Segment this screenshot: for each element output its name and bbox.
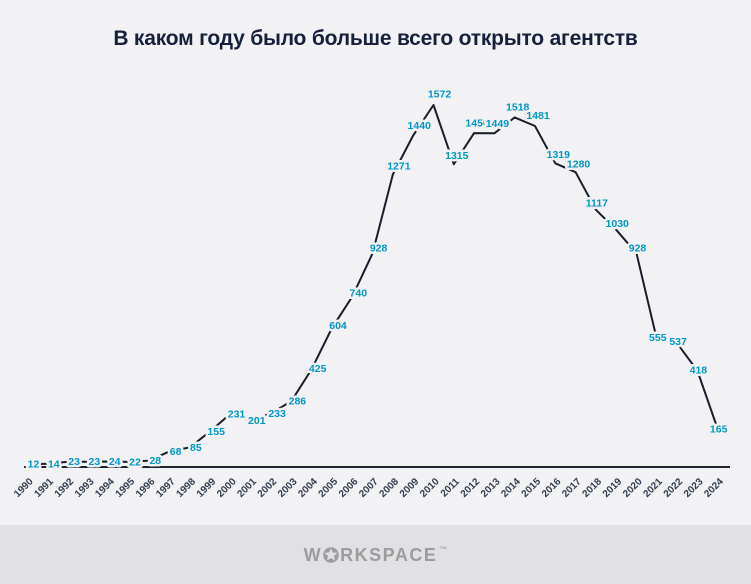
star-in-circle-icon [323,546,339,563]
year-label-2004: 2004 [296,476,320,500]
value-label-2011: 1315 [445,150,469,162]
year-label-2010: 2010 [418,476,442,500]
year-label-2008: 2008 [378,476,402,500]
series-line [27,104,719,466]
value-label-2013: 1449 [486,118,510,130]
value-label-1992: 23 [68,456,80,468]
year-label-2022: 2022 [662,476,686,500]
year-label-2018: 2018 [581,476,605,500]
footer-band: W RKSPACE ™ [0,525,751,584]
logo-text-right: RKSPACE [340,544,438,565]
logo-text-left: W [303,544,323,565]
year-label-1993: 1993 [73,476,97,500]
year-label-2019: 2019 [601,476,625,500]
year-label-2014: 2014 [499,476,523,500]
year-label-2007: 2007 [357,476,381,500]
value-label-1996: 28 [149,455,161,467]
value-label-2005: 604 [329,320,347,332]
value-label-2018: 1117 [586,197,608,209]
year-label-1991: 1991 [32,476,56,500]
value-label-1991: 14 [48,458,60,470]
workspace-logo: W RKSPACE ™ [303,544,448,565]
value-label-1997: 68 [170,446,182,458]
year-label-2020: 2020 [621,476,645,500]
value-label-1998: 85 [190,442,202,454]
value-label-2001: 201 [248,415,266,427]
value-label-1994: 24 [109,456,121,468]
year-label-2006: 2006 [337,476,361,500]
value-label-2008: 1271 [387,160,411,172]
year-label-2024: 2024 [702,476,726,500]
value-label-2004: 425 [309,363,327,375]
year-label-1998: 1998 [175,476,199,500]
year-label-1990: 1990 [12,476,36,500]
trademark-mark: ™ [439,544,448,554]
year-label-2000: 2000 [215,476,239,500]
year-label-1999: 1999 [195,476,219,500]
value-label-2014: 1518 [506,101,530,113]
year-label-2003: 2003 [276,476,300,500]
value-label-2007: 928 [370,243,388,255]
year-label-1992: 1992 [53,476,77,500]
value-label-2009: 1440 [408,120,432,132]
year-label-1995: 1995 [114,476,138,500]
year-label-2023: 2023 [682,476,706,500]
value-label-2023: 418 [690,365,708,377]
value-label-2012: 1450 [465,118,489,130]
year-label-2002: 2002 [256,476,280,500]
year-label-2017: 2017 [560,476,584,500]
value-label-1990: 12 [28,459,40,471]
value-label-2006: 740 [350,288,368,300]
value-label-2000: 231 [228,408,246,420]
year-label-2012: 2012 [459,476,483,500]
value-label-2024: 165 [710,424,728,436]
value-label-2003: 286 [289,396,307,408]
year-label-1997: 1997 [154,476,178,500]
year-label-2013: 2013 [479,476,503,500]
year-label-2009: 2009 [398,476,422,500]
value-label-1999: 155 [207,426,225,438]
year-label-1996: 1996 [134,476,158,500]
value-label-2021: 555 [649,332,667,344]
year-label-2011: 2011 [439,476,462,499]
value-label-2015: 1481 [526,110,550,122]
value-label-1993: 23 [89,456,101,468]
line-chart: 12 14 23 23 24 22 28 68 85 155 231 201 233 286 425 604 7… [12,88,730,500]
value-label-2010: 1572 [428,89,452,101]
year-label-2005: 2005 [317,476,341,500]
value-label-2002: 233 [268,408,286,420]
year-label-2016: 2016 [540,476,564,500]
value-label-2016: 1319 [547,149,571,161]
year-label-1994: 1994 [93,476,117,500]
value-label-2019: 1030 [606,218,630,230]
year-label-2015: 2015 [520,476,544,500]
value-label-2022: 537 [669,336,687,348]
value-label-1995: 22 [129,456,141,468]
value-label-2017: 1280 [567,158,591,170]
value-label-2020: 928 [629,243,647,255]
chart-title: В каком году было больше всего открыто а… [113,27,638,50]
year-label-2021: 2021 [641,476,665,500]
year-label-2001: 2001 [235,476,259,500]
